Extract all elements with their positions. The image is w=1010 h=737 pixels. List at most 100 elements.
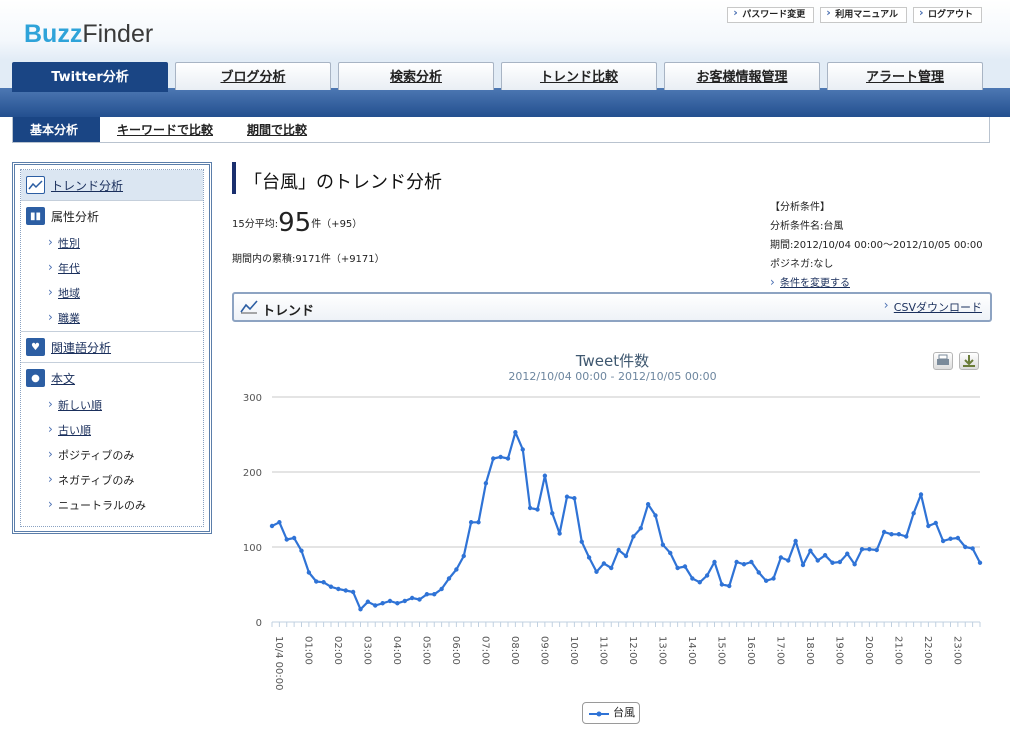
change-conditions-label: 条件を変更する: [780, 278, 850, 289]
tab-alert[interactable]: アラート管理: [827, 62, 983, 90]
logout-link[interactable]: ログアウト: [912, 7, 982, 23]
conditions-posneg: ポジネガ:なし: [770, 259, 834, 270]
data-point: [830, 560, 835, 565]
sidebar-item-negative[interactable]: ネガティブのみ: [21, 467, 203, 493]
data-point: [439, 586, 444, 592]
sidebar-item-newest[interactable]: 新しい順: [21, 392, 203, 418]
data-point: [328, 584, 334, 589]
sidebar-item-positive[interactable]: ポジティブのみ: [21, 442, 203, 468]
data-point: [373, 603, 378, 608]
data-point: [586, 555, 592, 560]
data-point: [365, 599, 371, 604]
print-button[interactable]: [933, 352, 953, 370]
sidebar-item-body[interactable]: ● 本文: [21, 363, 203, 393]
x-tick-label: 03:00: [362, 636, 373, 665]
page-title: 「台風」のトレンド分析: [244, 172, 442, 193]
tab-customer-info[interactable]: お客様情報管理: [664, 62, 820, 90]
csv-download-link[interactable]: CSVダウンロード: [884, 298, 982, 315]
tab-blog[interactable]: ブログ分析: [175, 62, 331, 90]
y-tick-label: 300: [243, 393, 262, 404]
data-point: [867, 547, 872, 552]
subtab-period-compare[interactable]: 期間で比較: [247, 123, 308, 137]
x-tick-label: 21:00: [893, 636, 904, 665]
sidebar-item-attr[interactable]: ▮▮ 属性分析: [21, 201, 203, 231]
subtab-basic[interactable]: 基本分析: [13, 117, 100, 142]
data-point: [520, 447, 525, 452]
line-chart-icon: [240, 300, 258, 314]
tab-trend-compare[interactable]: トレンド比較: [501, 62, 657, 90]
download-button[interactable]: [959, 352, 979, 370]
data-point: [660, 542, 666, 547]
sidebar-item-gender[interactable]: 性別: [21, 230, 203, 256]
data-point: [631, 534, 636, 539]
average-label: 15分平均:: [232, 219, 279, 230]
analysis-conditions: 【分析条件】 分析条件名:台風 期間:2012/10/04 00:00〜2012…: [770, 198, 983, 293]
data-point: [350, 589, 356, 595]
sidebar-item-region[interactable]: 地域: [21, 280, 203, 306]
sidebar-item-oldest[interactable]: 古い順: [21, 417, 203, 443]
sidebar-item-age[interactable]: 年代: [21, 255, 203, 281]
average-suffix: 件（+95）: [311, 219, 363, 230]
sidebar-item-trend[interactable]: トレンド分析: [21, 170, 203, 200]
data-point: [306, 570, 312, 575]
data-point: [815, 558, 820, 563]
logo-finder: Finder: [82, 20, 154, 48]
sidebar: トレンド分析 ▮▮ 属性分析 性別 年代 地域 職業 ♥ 関連語分析 ● 本文 …: [12, 162, 212, 534]
sidebar-item-occupation[interactable]: 職業: [21, 305, 203, 331]
x-tick-label: 12:00: [627, 636, 638, 665]
y-tick-label: 200: [243, 468, 262, 479]
chart-legend[interactable]: 台風: [582, 702, 640, 724]
manual-link[interactable]: 利用マニュアル: [820, 7, 907, 23]
data-point: [491, 456, 496, 461]
data-point: [970, 546, 975, 551]
data-point: [896, 532, 902, 537]
conditions-header: 【分析条件】: [770, 202, 830, 213]
x-tick-label: 02:00: [332, 636, 343, 665]
data-point: [786, 558, 791, 563]
line-chart-icon: [26, 176, 45, 194]
sub-tabs: 基本分析 キーワードで比較 期間で比較: [12, 117, 990, 143]
data-point: [874, 547, 879, 553]
conditions-period: 期間:2012/10/04 00:00〜2012/10/05 00:00: [770, 240, 983, 251]
logo-buzz: Buzz: [24, 20, 83, 48]
nav-bar: [0, 88, 1010, 117]
password-change-link[interactable]: パスワード変更: [727, 7, 815, 23]
data-point: [468, 520, 474, 525]
data-point: [601, 561, 607, 566]
x-tick-label: 05:00: [421, 636, 432, 665]
chart-title: Tweet件数: [575, 352, 650, 370]
data-point: [542, 473, 548, 478]
data-point: [926, 523, 931, 529]
data-point: [579, 539, 584, 544]
data-point: [771, 576, 776, 581]
change-conditions-link[interactable]: 条件を変更する: [770, 273, 983, 293]
sidebar-item-label: 年代: [58, 262, 80, 275]
data-point: [800, 562, 806, 568]
average-summary: 15分平均:95件（+95）: [232, 208, 362, 238]
data-point: [852, 562, 857, 567]
print-icon: [937, 354, 949, 365]
data-point: [704, 573, 710, 578]
x-tick-label: 08:00: [509, 636, 520, 665]
sidebar-item-label: トレンド分析: [51, 178, 124, 193]
x-tick-label: 17:00: [775, 636, 786, 665]
main-tabs: Twitter分析 ブログ分析 検索分析 トレンド比較 お客様情報管理 アラート…: [12, 62, 983, 92]
data-point: [527, 505, 533, 511]
data-point: [904, 534, 909, 539]
data-point: [594, 569, 599, 574]
data-point: [940, 538, 946, 544]
sidebar-item-related[interactable]: ♥ 関連語分析: [21, 332, 203, 362]
logo[interactable]: BuzzFinder: [24, 20, 153, 49]
data-point: [321, 580, 326, 585]
series-line: [271, 431, 981, 611]
data-point: [933, 520, 938, 526]
tab-twitter[interactable]: Twitter分析: [12, 62, 168, 92]
data-point: [417, 597, 422, 602]
x-tick-label: 10/4 00:00: [273, 636, 284, 690]
tab-search[interactable]: 検索分析: [338, 62, 494, 90]
data-point: [550, 511, 555, 516]
sidebar-item-neutral[interactable]: ニュートラルのみ: [21, 492, 203, 518]
subtab-keyword-compare[interactable]: キーワードで比較: [117, 123, 214, 137]
data-point: [395, 601, 400, 606]
data-point: [343, 588, 348, 593]
